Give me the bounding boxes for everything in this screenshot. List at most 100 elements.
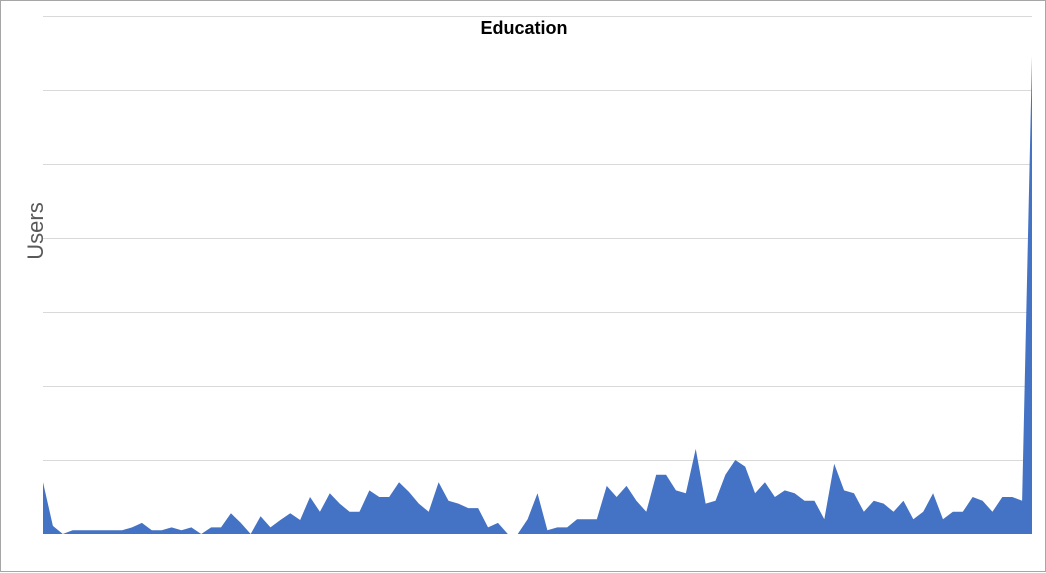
data-point [674,489,677,492]
data-point [378,496,381,499]
data-point [635,499,638,502]
data-point [338,502,341,505]
data-point [655,473,658,476]
data-point [51,524,54,527]
data-point [299,518,302,521]
data-point [684,492,687,495]
series-area [43,55,1032,535]
data-point [516,533,519,536]
data-point [190,526,193,529]
data-point [61,533,64,536]
data-point [279,518,282,521]
data-point [576,518,579,521]
data-point [309,496,312,499]
data-point [358,510,361,513]
data-point [546,529,549,532]
data-point [763,481,766,484]
data-point [605,484,608,487]
data-point [427,510,430,513]
data-point [813,499,816,502]
data-point [200,533,203,536]
data-point [852,492,855,495]
data-point [823,518,826,521]
data-point [981,499,984,502]
data-point [793,492,796,495]
data-point [407,490,410,493]
data-point [724,473,727,476]
data-point [506,533,509,536]
data-point [131,526,134,529]
data-point [566,526,569,529]
chart-title: Education [480,18,567,38]
data-point [951,510,954,513]
data-point [872,499,875,502]
data-point [645,510,648,513]
data-point [585,518,588,521]
data-point [991,510,994,513]
data-point [694,447,697,450]
data-point [665,473,668,476]
data-point [744,465,747,468]
data-point [467,507,470,510]
data-point [318,510,321,513]
data-point [160,529,163,532]
data-point [625,484,628,487]
data-point [487,526,490,529]
data-point [882,502,885,505]
data-point [170,526,173,529]
data-point [714,499,717,502]
data-point [1031,54,1034,57]
data-point [81,529,84,532]
data-point [220,526,223,529]
data-point [754,492,757,495]
data-point [734,459,737,462]
data-point [457,502,460,505]
data-point [1001,496,1004,499]
data-point [833,462,836,465]
data-point [269,526,272,529]
data-point [922,510,925,513]
data-point [526,518,529,521]
data-point [140,521,143,524]
data-point [259,515,262,518]
data-point [536,492,539,495]
data-point [1021,499,1024,502]
data-point [447,499,450,502]
data-point [902,499,905,502]
data-point [328,492,331,495]
data-point [101,529,104,532]
data-point [398,481,401,484]
data-point [971,496,974,499]
data-point [556,526,559,529]
data-point [388,496,391,499]
data-point [111,529,114,532]
data-point [348,510,351,513]
data-point [932,492,935,495]
data-point [477,507,480,510]
data-point [892,510,895,513]
data-point [150,529,153,532]
data-point [1011,496,1014,499]
data-point [289,512,292,515]
data-point [496,521,499,524]
data-point [803,499,806,502]
data-point [71,529,74,532]
data-point [704,502,707,505]
data-point [595,518,598,521]
series-layer [42,54,1034,536]
data-point [239,521,242,524]
data-point [417,502,420,505]
data-point [42,481,45,484]
data-point [368,489,371,492]
data-point [961,510,964,513]
data-point [773,496,776,499]
data-point [229,512,232,515]
data-point [843,489,846,492]
data-point [912,518,915,521]
y-axis-label: Users [23,202,48,259]
data-point [941,518,944,521]
data-point [862,510,865,513]
data-point [615,496,618,499]
